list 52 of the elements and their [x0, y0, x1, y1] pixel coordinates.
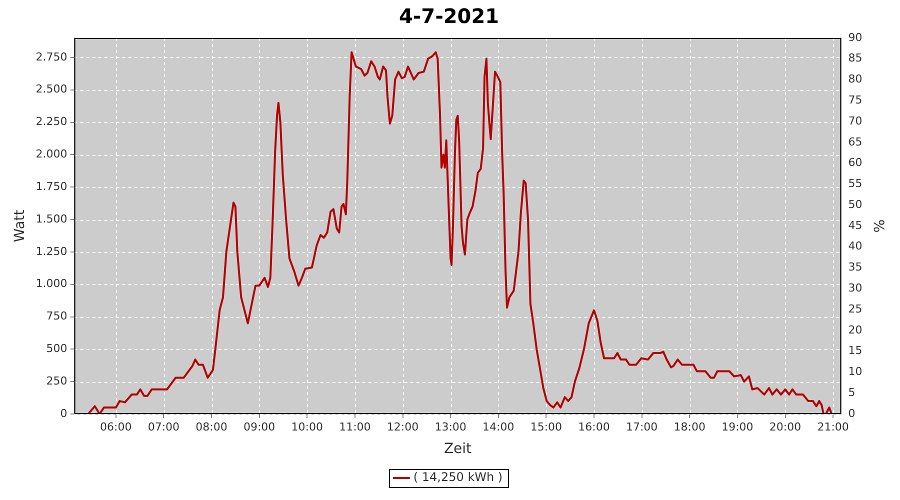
y2-tick-label: 55: [848, 177, 862, 190]
y2-tick-label: 65: [848, 135, 862, 148]
y-tick-label: 2.250: [36, 115, 68, 128]
y2-tick-label: 60: [848, 156, 862, 170]
x-tick-label: 21:00: [817, 420, 849, 434]
y-tick-label: 1.000: [36, 277, 68, 290]
y2-tick-label: 80: [848, 72, 862, 86]
y-tick-label: 500: [46, 342, 68, 356]
y2-axis-title: %: [870, 219, 886, 233]
y-tick-label: 1.500: [36, 212, 68, 226]
x-tick-label: 10:00: [291, 420, 323, 434]
x-axis-title: Zeit: [444, 441, 472, 458]
y2-tick-label: 50: [848, 198, 862, 211]
y-tick-label: 1.250: [36, 244, 68, 258]
y2-tick-label: 0: [848, 406, 856, 420]
x-tick-label: 09:00: [243, 420, 276, 434]
y-tick-label: 250: [46, 374, 68, 388]
y-tick-label: 2.750: [36, 50, 68, 64]
y2-tick-label: 90: [848, 30, 862, 44]
y2-tick-label: 30: [848, 282, 862, 295]
y2-tick-label: 25: [848, 302, 862, 316]
y2-tick-label: 35: [848, 260, 862, 274]
x-tick-label: 08:00: [196, 420, 228, 434]
y2-tick-label: 40: [848, 240, 862, 253]
y-tick-label: 2.500: [36, 82, 68, 96]
y2-tick-label: 45: [848, 218, 862, 232]
y2-tick-label: 70: [848, 114, 862, 128]
x-tick-label: 17:00: [626, 420, 658, 434]
x-tick-label: 11:00: [339, 420, 371, 434]
chart-title: 4-7-2021: [398, 4, 500, 28]
x-tick-label: 15:00: [530, 420, 562, 434]
y2-tick-label: 75: [848, 94, 862, 107]
y2-tick-label: 20: [848, 323, 862, 336]
x-tick-label: 13:00: [434, 420, 466, 434]
x-tick-label: 14:00: [482, 420, 514, 434]
x-tick-label: 20:00: [769, 420, 802, 434]
x-tick-label: 06:00: [100, 420, 132, 434]
y-tick-label: 1.750: [36, 180, 68, 193]
x-tick-label: 16:00: [578, 420, 610, 434]
y2-tick-label: 15: [848, 344, 862, 358]
y-axis-title: Watt: [12, 209, 28, 242]
y2-tick-label: 5: [848, 386, 856, 399]
x-tick-label: 19:00: [722, 420, 754, 434]
legend-label: ( 14,250 kWh ): [413, 470, 503, 484]
y2-tick-label: 10: [848, 365, 862, 378]
x-tick-label: 18:00: [674, 420, 706, 434]
x-tick-label: 12:00: [386, 420, 419, 434]
y-tick-label: 0: [60, 406, 68, 420]
y-tick-label: 2.000: [36, 148, 68, 161]
x-tick-label: 07:00: [148, 420, 180, 434]
y-tick-label: 750: [46, 310, 68, 323]
y2-tick-label: 85: [848, 52, 862, 65]
